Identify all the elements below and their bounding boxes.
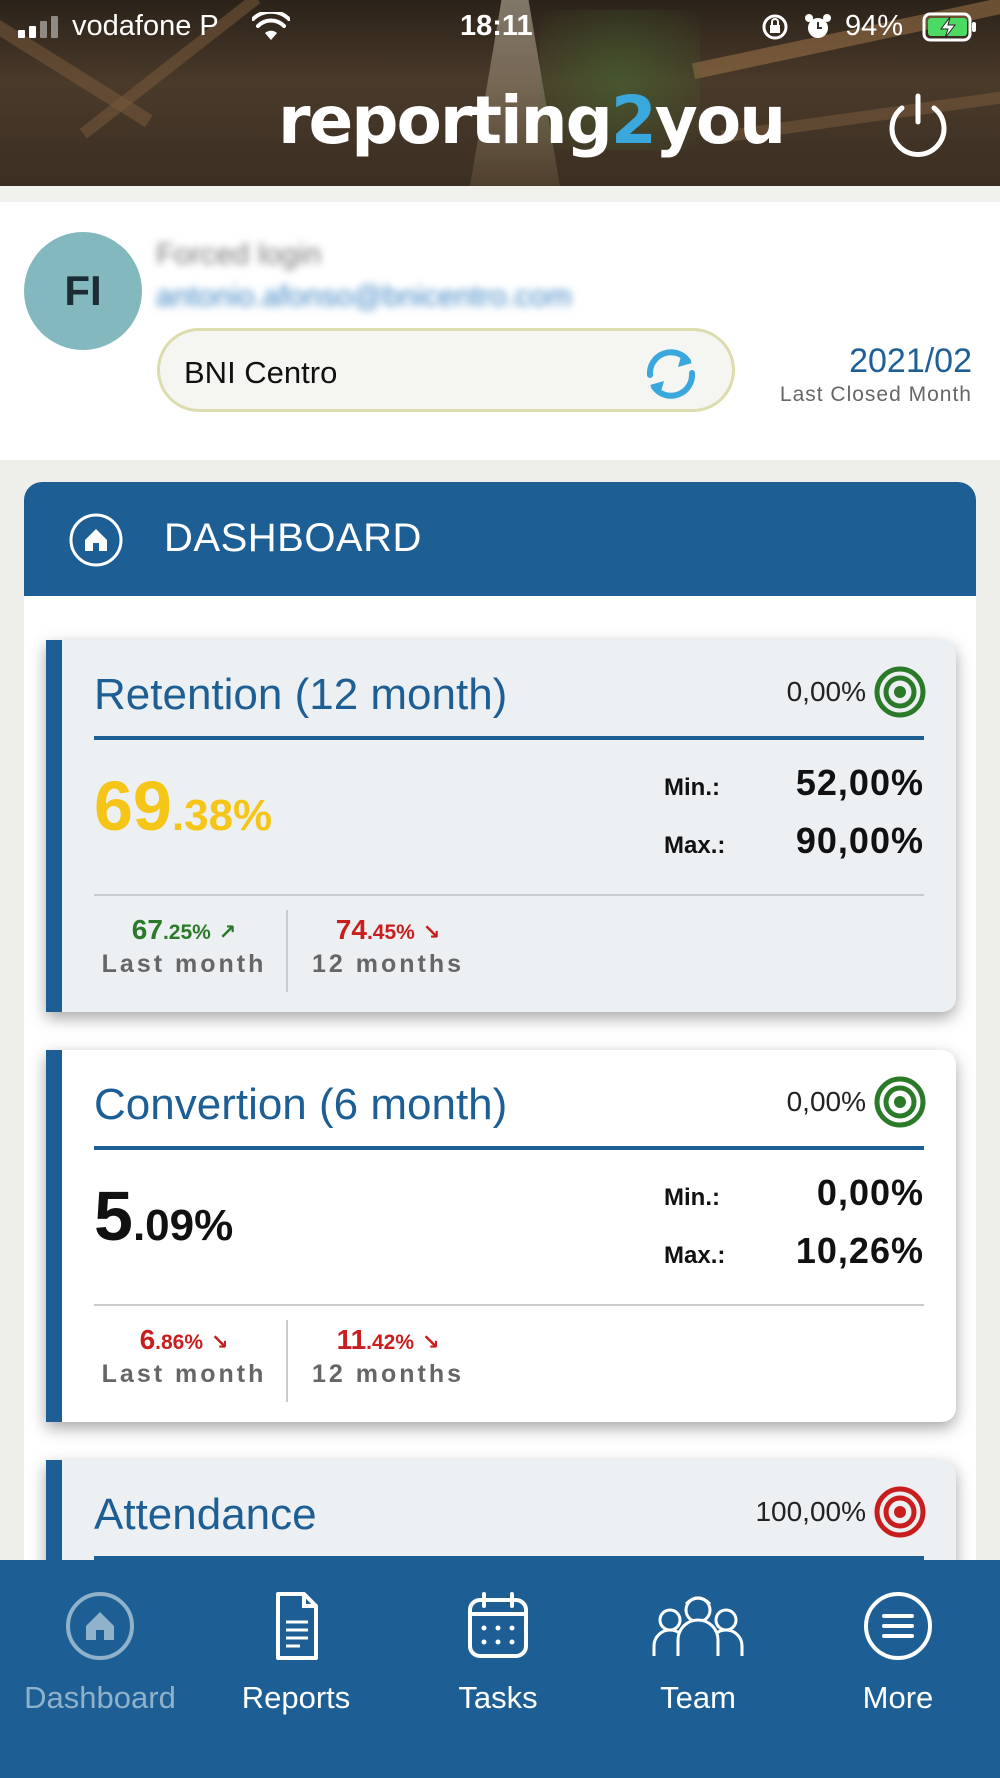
target-icon bbox=[874, 1486, 926, 1538]
nav-label: Team bbox=[660, 1680, 736, 1715]
signal-icon bbox=[18, 16, 58, 38]
bottom-navigation: Dashboard Reports Tasks bbox=[0, 1560, 1000, 1778]
calendar-icon bbox=[468, 1592, 528, 1658]
card-divider bbox=[94, 1304, 924, 1306]
nav-team[interactable]: Team bbox=[598, 1590, 798, 1740]
trend-last-month: 67.25% ↗ Last month bbox=[101, 914, 267, 978]
avatar: FI bbox=[24, 232, 142, 350]
power-icon[interactable] bbox=[880, 88, 956, 164]
carrier-name: vodafone P bbox=[72, 10, 219, 42]
kpi-min-max: Min.: 0,00% Max.: 10,26% bbox=[664, 1172, 924, 1271]
team-icon bbox=[652, 1596, 744, 1656]
kpi-target: 0,00% bbox=[786, 1086, 866, 1117]
main-content[interactable]: DASHBOARD Retention (12 month) 0,00% 69.… bbox=[0, 460, 1000, 1560]
kpi-min-max: Min.: 52,00% Max.: 90,00% bbox=[664, 762, 924, 861]
kpi-title: Retention (12 month) bbox=[94, 670, 508, 719]
trend-down-arrow-icon: ↘ bbox=[210, 1331, 229, 1354]
nav-label: Tasks bbox=[458, 1680, 538, 1715]
user-email: antonio.afonso@bnicentro.com bbox=[156, 280, 572, 313]
dashboard-panel: DASHBOARD Retention (12 month) 0,00% 69.… bbox=[24, 482, 976, 1560]
target-icon bbox=[874, 666, 926, 718]
nav-label: More bbox=[862, 1680, 934, 1715]
app-header: vodafone P 18:11 94% reporting2you bbox=[0, 0, 1000, 186]
target-icon bbox=[874, 1076, 926, 1128]
document-icon bbox=[276, 1592, 318, 1660]
kpi-min: 0,00% bbox=[816, 1172, 924, 1213]
dashboard-header: DASHBOARD bbox=[24, 482, 976, 596]
trend-divider bbox=[286, 1320, 288, 1402]
trend-last-month: 6.86% ↘ Last month bbox=[101, 1324, 267, 1388]
chapter-selector[interactable]: BNI Centro bbox=[157, 328, 735, 412]
battery-charging-icon bbox=[922, 12, 976, 42]
trend-up-arrow-icon: ↗ bbox=[218, 921, 237, 944]
kpi-title: Attendance bbox=[94, 1490, 317, 1539]
kpi-value: 5.09% bbox=[94, 1177, 234, 1255]
user-name: Forced login bbox=[156, 238, 322, 271]
trend-12-months: 11.42% ↘ 12 months bbox=[311, 1324, 465, 1388]
card-divider bbox=[94, 894, 924, 896]
closed-month-value: 2021/02 bbox=[849, 342, 972, 380]
status-bar: vodafone P 18:11 94% bbox=[0, 0, 1000, 56]
dashboard-title: DASHBOARD bbox=[164, 516, 422, 560]
kpi-card-attendance[interactable]: Attendance 100,00% bbox=[46, 1460, 956, 1560]
nav-tasks[interactable]: Tasks bbox=[398, 1590, 598, 1740]
profile-section: FI Forced login antonio.afonso@bnicentro… bbox=[0, 186, 1000, 460]
card-divider bbox=[94, 736, 924, 740]
menu-icon bbox=[864, 1592, 932, 1660]
nav-label: Reports bbox=[241, 1680, 351, 1715]
kpi-target: 0,00% bbox=[786, 676, 866, 707]
trend-down-arrow-icon: ↘ bbox=[422, 921, 441, 944]
kpi-target: 100,00% bbox=[755, 1496, 866, 1527]
kpi-card-retention[interactable]: Retention (12 month) 0,00% 69.38% Min.: 5… bbox=[46, 640, 956, 1012]
kpi-value: 69.38% bbox=[94, 767, 273, 845]
nav-reports[interactable]: Reports bbox=[196, 1590, 396, 1740]
trend-divider bbox=[286, 910, 288, 992]
kpi-max: 10,26% bbox=[795, 1230, 924, 1271]
chapter-name: BNI Centro bbox=[184, 355, 338, 390]
last-closed-month: 2021/02 Last Closed Month bbox=[780, 342, 972, 407]
card-divider bbox=[94, 1556, 924, 1560]
trend-12-months: 74.45% ↘ 12 months bbox=[311, 914, 465, 978]
closed-month-label: Last Closed Month bbox=[779, 383, 972, 406]
orientation-lock-icon bbox=[762, 14, 788, 40]
wifi-icon bbox=[252, 12, 290, 40]
kpi-min: 52,00% bbox=[795, 762, 924, 803]
battery-percentage: 94% bbox=[845, 10, 904, 42]
alarm-icon bbox=[805, 14, 831, 38]
refresh-icon[interactable] bbox=[636, 345, 706, 401]
nav-dashboard[interactable]: Dashboard bbox=[0, 1590, 200, 1740]
nav-label: Dashboard bbox=[24, 1680, 176, 1715]
trend-down-arrow-icon: ↘ bbox=[421, 1331, 440, 1354]
home-icon bbox=[66, 1592, 134, 1660]
kpi-card-convertion[interactable]: Convertion (6 month) 0,00% 5.09% Min.: 0,… bbox=[46, 1050, 956, 1422]
card-divider bbox=[94, 1146, 924, 1150]
kpi-title: Convertion (6 month) bbox=[94, 1080, 508, 1129]
home-icon bbox=[69, 513, 123, 567]
app-logo: reporting2you bbox=[278, 82, 786, 159]
nav-more[interactable]: More bbox=[798, 1590, 998, 1740]
status-time: 18:11 bbox=[460, 10, 533, 42]
kpi-max: 90,00% bbox=[795, 820, 924, 861]
header-background-foliage bbox=[540, 10, 700, 150]
